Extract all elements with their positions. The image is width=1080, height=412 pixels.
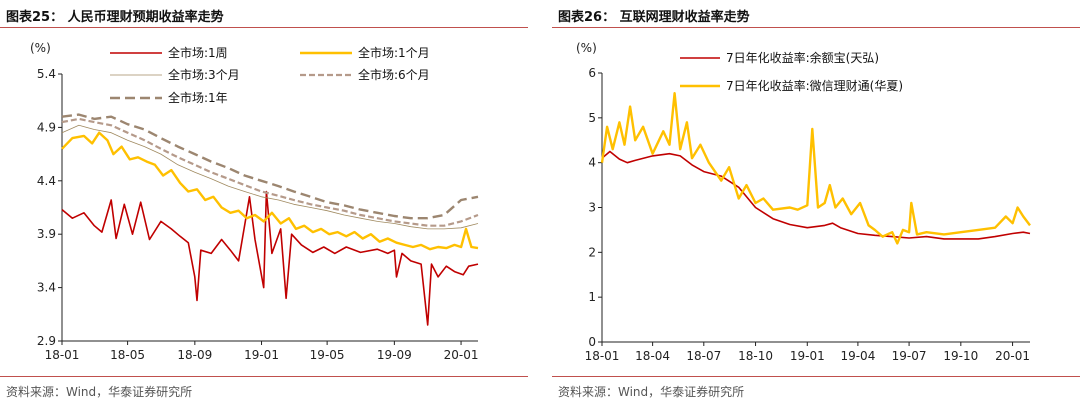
legend-label: 全市场:1个月 [358,45,430,60]
x-tick-label: 20-01 [995,349,1030,363]
series-line-5 [61,113,479,220]
y-tick-label: 2 [588,245,596,259]
x-tick-label: 18-01 [45,348,80,362]
y-tick-label: 0 [588,335,596,349]
series-line-3 [61,124,479,230]
x-tick-label: 19-09 [377,348,412,362]
x-tick-label: 19-05 [310,348,345,362]
chart-panel-left: 图表25： 人民币理财预期收益率走势 (%) 5.4 4.9 4.4 3.9 3.4 2.9… [0,0,528,412]
x-tick-label: 18-09 [177,348,212,362]
legend-label: 7日年化收益率:微信理财通(华夏) [726,78,903,93]
x-tick-label: 19-07 [892,349,927,363]
y-tick-label: 4 [588,156,596,170]
chart-panel-right: 图表26： 互联网理财收益率走势 (%) 6 5 4 3 2 1 0 18-01 18-04 18-… [552,0,1080,412]
x-tick-label: 18-10 [738,349,773,363]
legend-label: 全市场:6个月 [358,67,430,82]
legend-label: 全市场:3个月 [168,67,240,82]
source-note: 资料来源：Wind，华泰证券研究所 [558,385,745,399]
figure-title: 图表26： 互联网理财收益率走势 [558,10,750,25]
y-tick-label: 3.4 [37,281,56,295]
y-tick-label: 4.9 [37,120,56,134]
legend-label: 7日年化收益率:余额宝(天弘) [726,50,879,65]
y-tick-label: 1 [588,290,596,304]
legend-label: 全市场:1周 [168,45,228,60]
series-line-1 [61,190,479,326]
y-tick-label: 6 [588,66,596,80]
figure-title: 图表25： 人民币理财预期收益率走势 [6,10,224,25]
x-tick-label: 20-01 [444,348,479,362]
source-divider [0,376,528,377]
x-tick-label: 18-04 [635,349,670,363]
series-line-4 [61,117,479,227]
series-line-2 [61,131,479,251]
x-tick-label: 19-01 [244,348,279,362]
y-tick-label: 4.4 [37,174,56,188]
series-line-2 [600,92,1031,245]
source-note: 资料来源：Wind，华泰证券研究所 [6,385,193,399]
y-tick-label: 3.9 [37,227,56,241]
x-tick-label: 18-05 [110,348,145,362]
title-divider [552,27,1080,28]
y-axis-unit: (%) [576,41,597,55]
y-tick-label: 5.4 [37,67,56,81]
source-divider [552,376,1080,377]
title-divider [0,27,528,28]
y-axis-unit: (%) [30,41,51,55]
legend-label: 全市场:1年 [168,90,228,105]
line-chart-left: (%) 5.4 4.9 4.4 3.9 3.4 2.918-01 18-05 18-09 19-0… [30,41,479,362]
series-line-1 [601,150,1031,240]
y-tick-label: 2.9 [37,334,56,348]
x-tick-label: 18-07 [686,349,721,363]
x-tick-label: 18-01 [585,349,620,363]
x-tick-label: 19-10 [943,349,978,363]
y-tick-label: 3 [588,201,596,215]
x-tick-label: 19-01 [790,349,825,363]
line-chart-right: (%) 6 5 4 3 2 1 018-01 18-04 18-07 18-10 19-01 19-04… [576,41,1031,363]
y-tick-label: 5 [588,111,596,125]
x-tick-label: 19-04 [840,349,875,363]
